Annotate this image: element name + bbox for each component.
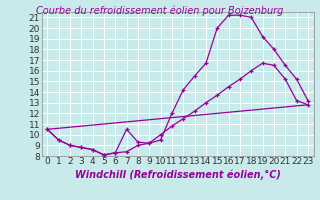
X-axis label: Windchill (Refroidissement éolien,°C): Windchill (Refroidissement éolien,°C) — [75, 169, 281, 180]
Text: Courbe du refroidissement éolien pour Boizenburg: Courbe du refroidissement éolien pour Bo… — [36, 6, 284, 17]
